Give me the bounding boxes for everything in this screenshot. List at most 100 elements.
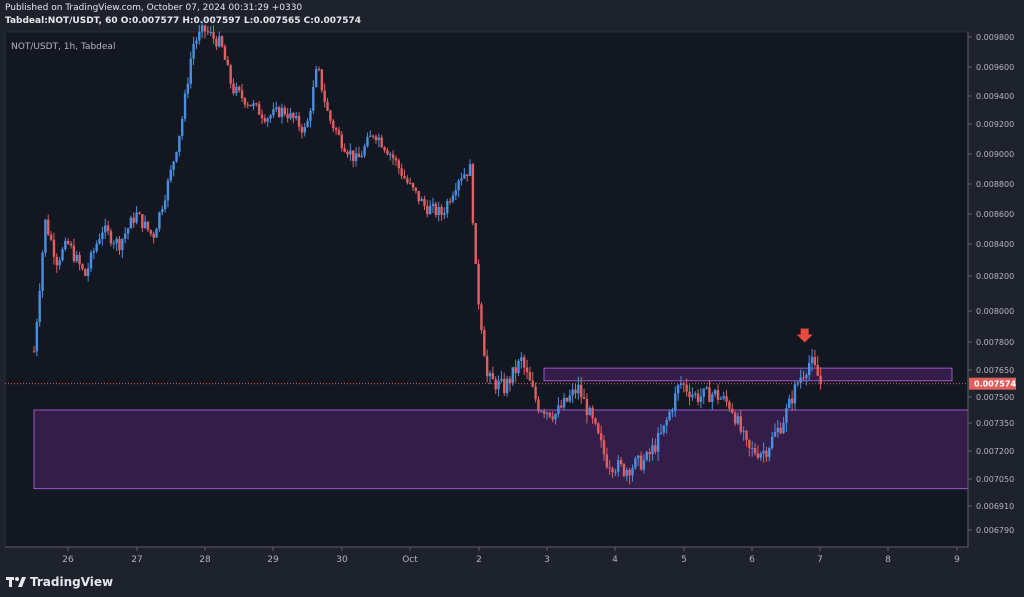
candle-body	[343, 148, 346, 152]
candle-body	[637, 455, 640, 459]
candle-body	[411, 183, 415, 188]
candle-body	[300, 126, 304, 133]
candle-body	[736, 416, 740, 424]
candle-body	[485, 356, 489, 377]
candle-body	[409, 182, 412, 184]
candle-body	[582, 397, 586, 400]
candle-body	[651, 445, 654, 455]
candle-body	[722, 396, 725, 399]
time-tick-label: 27	[131, 555, 142, 565]
candle-body	[608, 467, 611, 469]
tradingview-logo[interactable]: TradingView	[6, 575, 113, 589]
candle-body	[705, 387, 708, 389]
candle-body	[98, 239, 101, 244]
candle-body	[542, 411, 546, 414]
candle-body	[206, 31, 210, 33]
candle-body	[491, 373, 495, 380]
candle-body	[500, 378, 503, 381]
candle-body	[451, 195, 455, 202]
candle-body	[426, 205, 429, 215]
time-tick-label: 3	[544, 555, 550, 565]
candle-body	[648, 452, 651, 455]
candle-body	[181, 118, 184, 136]
candle-body	[163, 200, 167, 210]
candle-body	[41, 252, 44, 291]
candle-body	[75, 254, 78, 262]
candle-body	[808, 362, 811, 376]
candle-body	[126, 228, 130, 234]
candle-body	[665, 419, 668, 426]
candle-body	[554, 413, 557, 420]
candle-body	[508, 378, 512, 384]
candle-body	[505, 378, 509, 394]
candle-body	[286, 114, 289, 119]
candle-body	[363, 146, 366, 156]
price-tick-label: 0.008600	[976, 210, 1014, 219]
candle-body	[574, 389, 577, 394]
candle-body	[446, 201, 449, 214]
candle-body	[161, 209, 164, 213]
candle-body	[257, 103, 261, 115]
candle-body	[628, 469, 631, 476]
candle-body	[454, 190, 457, 196]
candle-body	[765, 450, 768, 457]
time-tick-label: 30	[336, 555, 348, 565]
candle-body	[431, 203, 435, 207]
candle-body	[597, 423, 600, 434]
candle-body	[480, 304, 483, 331]
candle-body	[81, 264, 84, 269]
candle-body	[528, 372, 532, 381]
candle-body	[517, 360, 520, 374]
candle-body	[49, 234, 53, 240]
candle-body	[67, 240, 70, 244]
candle-body	[779, 427, 782, 434]
time-tick-label: 8	[885, 555, 891, 565]
candle-body	[739, 416, 742, 432]
candle-body	[540, 411, 543, 413]
candle-body	[731, 408, 734, 413]
candle-body	[86, 268, 90, 276]
candle-body	[654, 445, 657, 452]
candle-body	[112, 243, 115, 245]
candle-body	[203, 25, 207, 32]
candle-body	[514, 367, 517, 374]
candle-body	[189, 58, 192, 84]
price-tick-label: 0.006910	[976, 502, 1014, 511]
candle-body	[511, 367, 514, 384]
candle-body	[548, 412, 552, 417]
candle-body	[266, 118, 269, 122]
candle-body	[768, 448, 771, 457]
price-tick-label: 0.009000	[976, 150, 1014, 159]
candle-body	[243, 98, 247, 105]
candle-body	[380, 137, 383, 148]
candle-body	[369, 135, 372, 137]
resistance-zone	[543, 367, 953, 382]
candle-body	[84, 268, 87, 276]
candle-body	[58, 260, 61, 266]
candle-body	[793, 384, 797, 404]
candle-body	[377, 137, 381, 141]
candle-body	[448, 201, 452, 203]
candle-body	[816, 364, 819, 376]
candle-body	[645, 452, 648, 460]
candle-body	[759, 453, 762, 458]
candle-body	[591, 407, 594, 419]
time-tick-label: 28	[199, 555, 211, 565]
candle-body	[263, 118, 267, 122]
candle-body	[124, 233, 127, 239]
candle-body	[696, 393, 700, 402]
candle-body	[383, 147, 386, 151]
candle-body	[332, 120, 335, 129]
candle-body	[580, 384, 583, 398]
candle-body	[474, 223, 477, 264]
time-tick-label: 5	[681, 555, 687, 565]
candle-body	[78, 254, 81, 265]
candle-body	[799, 377, 802, 383]
candle-body	[314, 69, 318, 87]
candle-body	[72, 245, 76, 262]
candle-body	[656, 433, 660, 452]
candle-body	[631, 468, 634, 476]
candle-body	[762, 450, 765, 454]
candle-body	[634, 458, 637, 469]
